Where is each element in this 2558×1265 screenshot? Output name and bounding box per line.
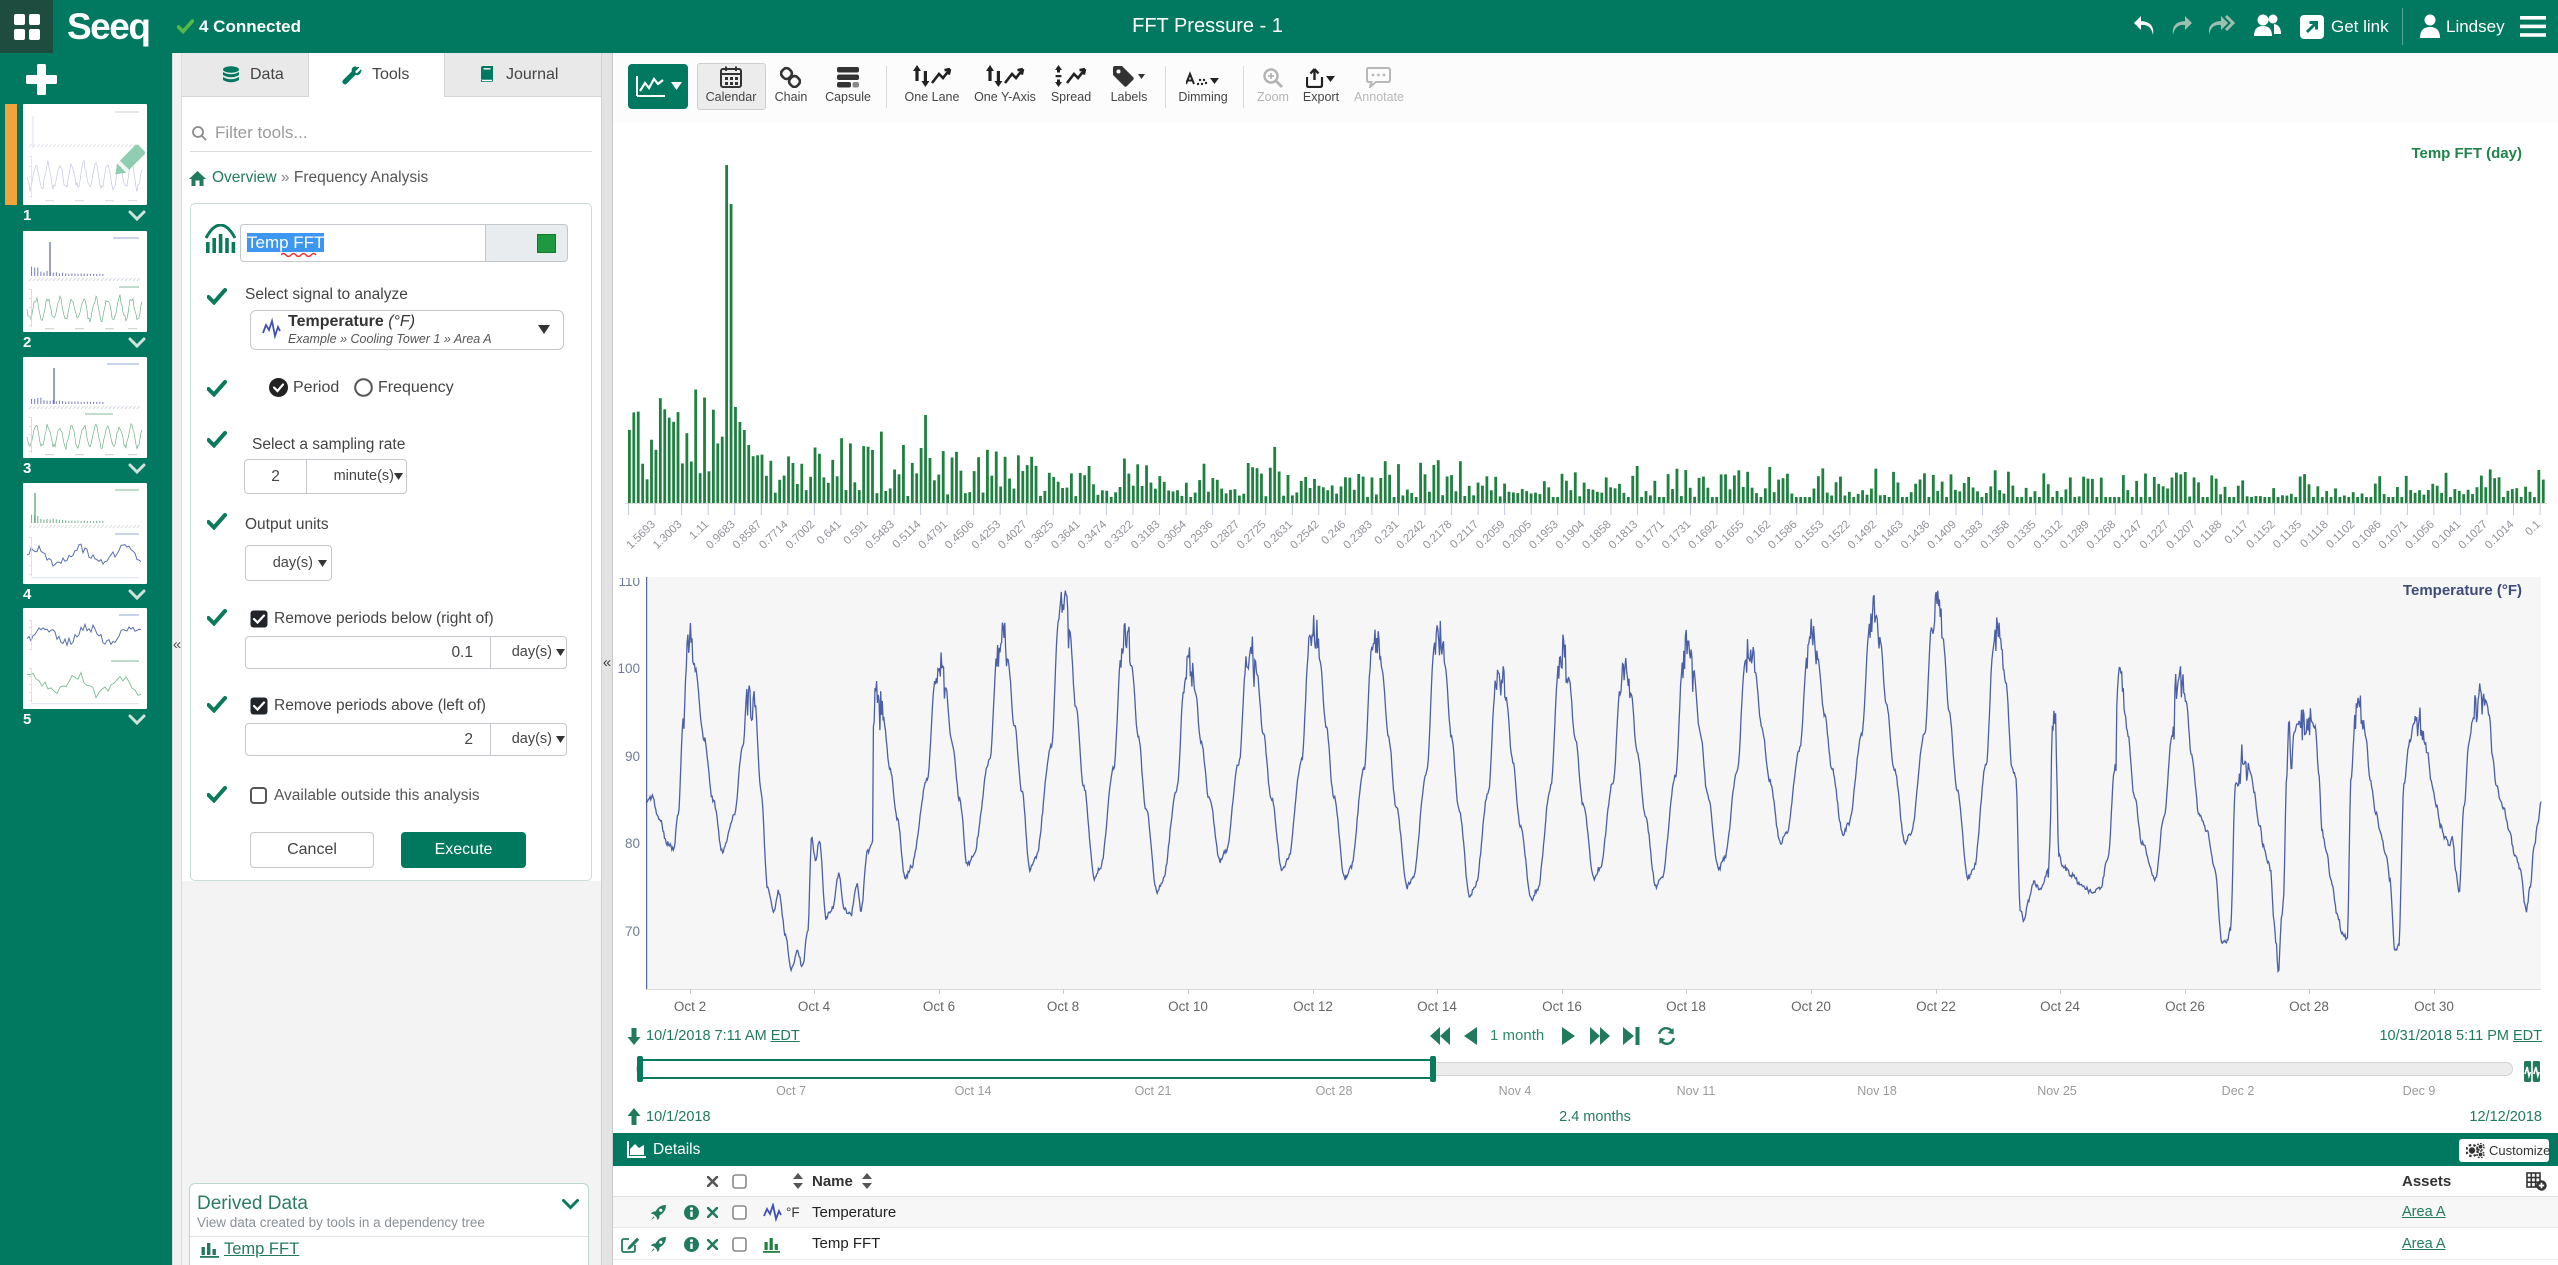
- svg-text:0.9683: 0.9683: [704, 519, 738, 552]
- svg-text:80: 80: [625, 836, 640, 851]
- svg-text:0.1227: 0.1227: [2138, 519, 2172, 552]
- svg-text:Oct 12: Oct 12: [1293, 999, 1333, 1014]
- svg-text:Oct 26: Oct 26: [2165, 999, 2205, 1014]
- svg-text:0.3322: 0.3322: [1102, 519, 1136, 552]
- svg-text:0.8587: 0.8587: [731, 519, 765, 552]
- svg-text:70: 70: [625, 924, 640, 939]
- svg-text:0.1358: 0.1358: [1978, 519, 2012, 552]
- svg-text:Oct 6: Oct 6: [923, 999, 955, 1014]
- svg-text:0.2542: 0.2542: [1288, 519, 1322, 552]
- svg-text:Oct 24: Oct 24: [2040, 999, 2080, 1014]
- svg-text:0.1522: 0.1522: [1819, 519, 1853, 552]
- svg-text:1.3003: 1.3003: [651, 519, 685, 552]
- svg-text:0.1335: 0.1335: [2005, 519, 2039, 552]
- svg-text:0.1152: 0.1152: [2245, 519, 2278, 551]
- svg-text:0.1692: 0.1692: [1686, 519, 1720, 552]
- svg-text:Oct 18: Oct 18: [1666, 999, 1706, 1014]
- svg-text:Oct 30: Oct 30: [2414, 999, 2454, 1014]
- svg-text:0.2936: 0.2936: [1182, 519, 1216, 552]
- svg-text:0.1056: 0.1056: [2403, 519, 2437, 552]
- svg-text:0.1383: 0.1383: [1952, 519, 1986, 552]
- svg-text:0.7002: 0.7002: [784, 519, 818, 552]
- svg-text:0.2725: 0.2725: [1235, 519, 1269, 552]
- svg-text:0.1655: 0.1655: [1713, 519, 1747, 552]
- svg-text:0.1312: 0.1312: [2032, 519, 2066, 552]
- svg-text:0.1771: 0.1771: [1633, 519, 1667, 552]
- svg-text:0.1188: 0.1188: [2192, 519, 2225, 551]
- svg-text:0.4506: 0.4506: [943, 519, 977, 552]
- svg-text:Oct 22: Oct 22: [1916, 999, 1956, 1014]
- svg-text:0.2631: 0.2631: [1262, 519, 1296, 552]
- svg-text:0.3641: 0.3641: [1049, 519, 1083, 552]
- svg-text:Oct 16: Oct 16: [1542, 999, 1582, 1014]
- svg-text:Oct 4: Oct 4: [798, 999, 831, 1014]
- svg-text:0.5483: 0.5483: [863, 519, 897, 552]
- svg-text:0.1436: 0.1436: [1899, 519, 1933, 552]
- svg-text:Oct 2: Oct 2: [674, 999, 706, 1014]
- svg-text:0.2178: 0.2178: [1421, 519, 1455, 552]
- svg-text:0.1858: 0.1858: [1580, 519, 1614, 552]
- svg-text:100: 100: [617, 661, 640, 676]
- svg-text:0.1027: 0.1027: [2456, 519, 2490, 552]
- svg-text:0.1041: 0.1041: [2430, 519, 2464, 552]
- svg-text:Oct 8: Oct 8: [1047, 999, 1079, 1014]
- svg-text:0.1463: 0.1463: [1872, 519, 1906, 552]
- svg-text:0.3825: 0.3825: [1023, 519, 1057, 552]
- svg-text:0.4253: 0.4253: [970, 519, 1004, 552]
- svg-text:0.1118: 0.1118: [2298, 519, 2330, 551]
- svg-text:0.1813: 0.1813: [1607, 519, 1641, 552]
- svg-text:0.1289: 0.1289: [2058, 519, 2092, 552]
- svg-text:0.1586: 0.1586: [1766, 519, 1800, 552]
- svg-text:90: 90: [625, 749, 640, 764]
- svg-text:0.2827: 0.2827: [1209, 519, 1243, 552]
- svg-text:0.1014: 0.1014: [2483, 518, 2517, 551]
- svg-text:0.1492: 0.1492: [1846, 519, 1880, 552]
- svg-text:Oct 10: Oct 10: [1168, 999, 1208, 1014]
- svg-text:0.1409: 0.1409: [1925, 519, 1959, 552]
- svg-text:1.5693: 1.5693: [624, 519, 658, 552]
- svg-text:Oct 20: Oct 20: [1791, 999, 1831, 1014]
- svg-text:0.1207: 0.1207: [2164, 519, 2198, 552]
- svg-text:0.2242: 0.2242: [1394, 519, 1428, 552]
- svg-text:0.641: 0.641: [815, 519, 844, 548]
- svg-text:0.4027: 0.4027: [996, 519, 1030, 552]
- svg-text:0.1: 0.1: [2523, 519, 2543, 539]
- svg-text:0.1071: 0.1071: [2377, 519, 2411, 552]
- svg-text:0.1953: 0.1953: [1527, 519, 1561, 552]
- svg-text:0.1268: 0.1268: [2085, 519, 2119, 552]
- svg-text:Oct 28: Oct 28: [2289, 999, 2329, 1014]
- svg-text:0.2059: 0.2059: [1474, 519, 1508, 552]
- svg-text:0.1135: 0.1135: [2271, 519, 2304, 551]
- svg-text:0.3183: 0.3183: [1129, 519, 1163, 552]
- svg-text:Oct 14: Oct 14: [1417, 999, 1457, 1014]
- svg-text:0.2005: 0.2005: [1501, 519, 1535, 552]
- svg-text:0.2383: 0.2383: [1341, 519, 1375, 552]
- svg-text:0.1247: 0.1247: [2111, 519, 2145, 552]
- svg-text:0.4791: 0.4791: [917, 519, 951, 552]
- svg-text:0.1553: 0.1553: [1793, 519, 1827, 552]
- svg-text:0.1731: 0.1731: [1660, 519, 1694, 552]
- svg-text:0.1086: 0.1086: [2350, 519, 2384, 552]
